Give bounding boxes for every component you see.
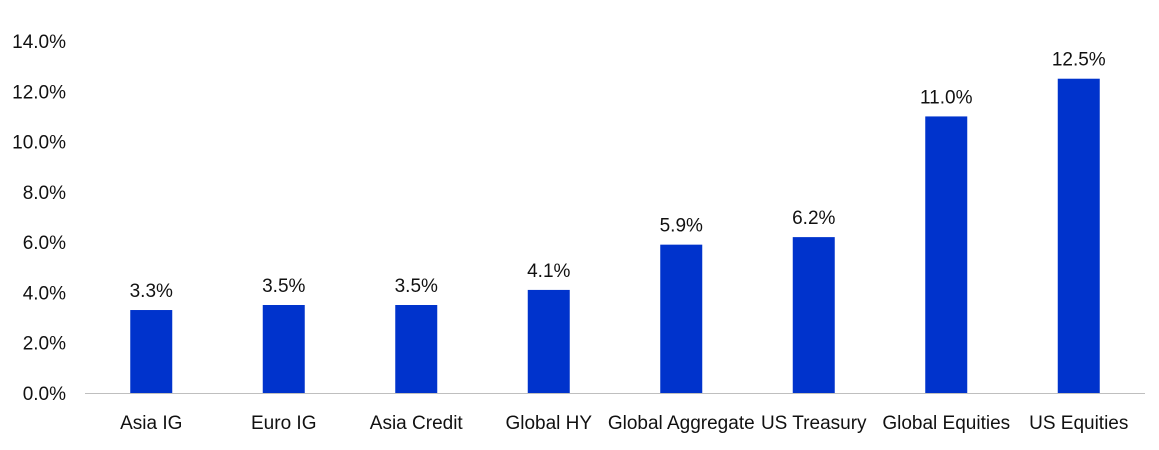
y-tick-label: 12.0% xyxy=(12,82,66,103)
data-label: 3.5% xyxy=(262,276,305,297)
y-tick-label: 14.0% xyxy=(12,32,66,53)
bar xyxy=(792,237,835,393)
data-label: 11.0% xyxy=(920,87,973,108)
y-tick-label: 2.0% xyxy=(23,334,66,355)
data-label: 3.5% xyxy=(395,276,438,297)
bar xyxy=(1057,78,1100,393)
bar-series xyxy=(130,78,1100,393)
data-labels: 3.3% 3.5% 3.5% 4.1% 5.9% 6.2% 11.0% 12.5% xyxy=(130,50,1106,302)
category-label: Asia Credit xyxy=(370,413,464,434)
data-label: 4.1% xyxy=(527,261,570,282)
bar xyxy=(130,310,173,393)
category-labels: Asia IG Euro IG Asia Credit Global HY Global… xyxy=(120,413,1128,434)
bar xyxy=(527,289,570,393)
y-tick-label: 4.0% xyxy=(23,283,66,304)
bar xyxy=(925,116,968,393)
bar xyxy=(262,305,305,393)
category-label: US Equities xyxy=(1029,413,1128,434)
data-label: 12.5% xyxy=(1052,50,1106,71)
y-tick-label: 0.0% xyxy=(23,384,66,405)
category-label: Euro IG xyxy=(251,413,316,434)
category-label: Asia IG xyxy=(120,413,182,434)
category-label: Global Equities xyxy=(882,413,1010,434)
category-label: Global Aggregate xyxy=(608,413,755,434)
y-tick-label: 10.0% xyxy=(12,133,66,154)
data-label: 6.2% xyxy=(792,208,835,229)
bar xyxy=(395,305,438,393)
y-axis-ticks: 0.0% 2.0% 4.0% 6.0% 8.0% 10.0% 12.0% 14.0% xyxy=(12,32,66,405)
y-tick-label: 8.0% xyxy=(23,183,66,204)
bar xyxy=(660,244,703,393)
data-label: 5.9% xyxy=(660,216,703,237)
category-label: Global HY xyxy=(505,413,592,434)
category-label: US Treasury xyxy=(761,413,867,434)
data-label: 3.3% xyxy=(130,281,173,302)
y-tick-label: 6.0% xyxy=(23,233,66,254)
